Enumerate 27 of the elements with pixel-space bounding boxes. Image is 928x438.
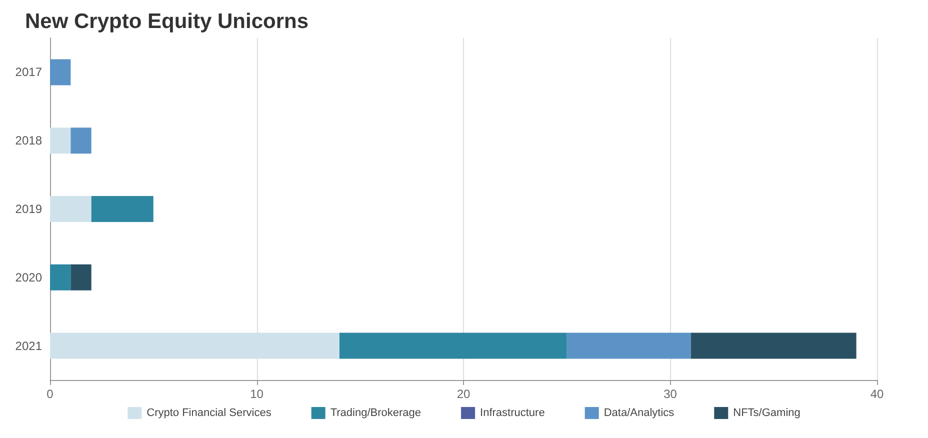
bar (566, 332, 691, 359)
bar (70, 128, 92, 154)
legend-label: Data/Analytics (604, 407, 675, 419)
bar (91, 196, 154, 222)
bar (50, 332, 340, 359)
y-tick-label: 2020 (15, 270, 42, 284)
legend-label: Infrastructure (480, 407, 545, 419)
bar (339, 332, 567, 359)
x-tick-label: 10 (250, 387, 264, 401)
x-tick-label: 20 (456, 387, 470, 401)
y-tick-label: 2019 (15, 202, 42, 216)
bar (70, 264, 92, 290)
bar (690, 332, 856, 359)
y-tick-label: 2017 (15, 65, 42, 80)
legend-label: Crypto Financial Services (146, 407, 272, 419)
y-tick-label: 2021 (15, 338, 42, 353)
bar (50, 59, 71, 86)
bar (50, 128, 71, 154)
x-tick-label: 0 (46, 387, 54, 401)
chart-title: New Crypto Equity Unicorns (25, 10, 309, 33)
x-tick-label: 30 (664, 387, 678, 401)
legend-label: NFTs/Gaming (733, 407, 800, 419)
x-tick-label: 40 (870, 387, 884, 401)
y-tick-label: 2018 (15, 134, 42, 148)
bar (50, 264, 71, 290)
bar (50, 196, 92, 222)
legend-label: Trading/Brokerage (330, 407, 422, 419)
